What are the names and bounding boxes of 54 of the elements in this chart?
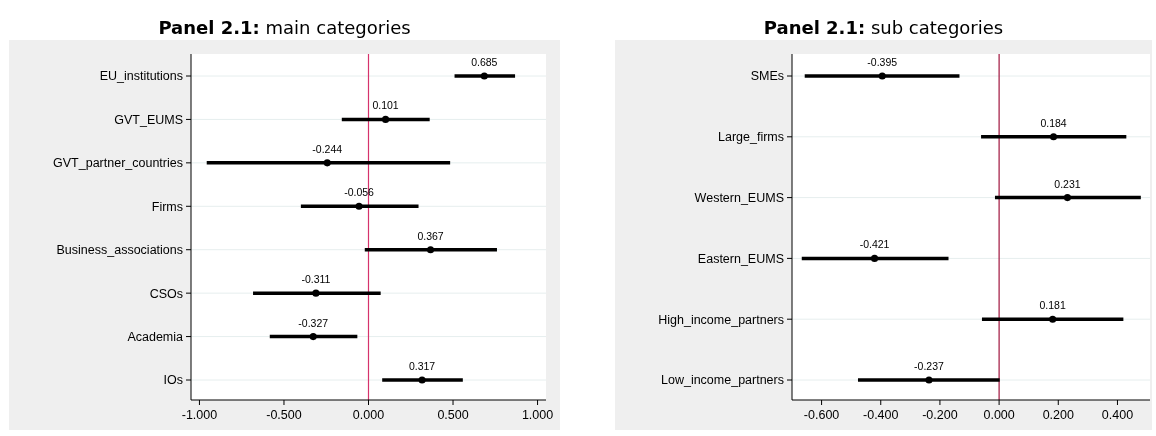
x-tick-label: -0.600	[803, 408, 840, 422]
data-label: -0.421	[859, 238, 890, 251]
data-label: -0.237	[914, 360, 945, 372]
y-tick-label: GVT_EUMS	[114, 112, 183, 127]
point	[355, 202, 363, 210]
point	[878, 72, 886, 80]
point	[418, 376, 426, 384]
y-tick-label: Firms	[151, 199, 183, 214]
y-tick-label: EU_institutions	[99, 69, 183, 84]
data-label: 0.184	[1040, 116, 1067, 129]
point	[382, 115, 390, 123]
data-label: 0.367	[417, 229, 444, 242]
y-tick-label: Business_associations	[56, 243, 183, 258]
y-tick-label: High_income_partners	[658, 312, 784, 327]
y-tick-label: Eastern_EUMS	[697, 251, 784, 266]
y-tick-label: CSOs	[149, 286, 183, 301]
point	[426, 246, 435, 254]
data-label: 0.317	[408, 360, 436, 372]
point	[309, 333, 317, 341]
point	[870, 254, 879, 262]
x-tick-label: 1.000	[521, 408, 554, 422]
x-tick-label: 0.400	[1101, 408, 1134, 422]
data-label: 0.231	[1054, 177, 1081, 190]
x-tick-label: 0.000	[352, 408, 385, 422]
x-tick-label: 0.200	[1042, 408, 1074, 422]
point	[312, 289, 320, 297]
x-tick-label: 0.000	[983, 408, 1015, 422]
point	[925, 376, 933, 384]
x-tick-label: -0.200	[922, 408, 958, 422]
y-tick-label: Large_firms	[718, 130, 784, 145]
data-label: 0.685	[471, 56, 498, 68]
x-tick-label: -1.000	[181, 408, 218, 422]
data-label: 0.101	[372, 99, 399, 112]
x-tick-label: -0.500	[266, 408, 302, 422]
y-tick-label: Western_EUMS	[694, 190, 784, 205]
point	[480, 72, 488, 80]
point	[1049, 133, 1058, 141]
chart-title: Panel 2.1: main categories	[158, 17, 411, 38]
chart-title: Panel 2.1: sub categories	[763, 17, 1004, 38]
y-tick-label: IOs	[163, 373, 183, 388]
point	[1049, 315, 1057, 323]
y-tick-label: GVT_partner_countries	[53, 156, 183, 171]
x-tick-label: -0.400	[863, 408, 899, 422]
data-label: -0.395	[867, 56, 898, 68]
y-tick-label: Academia	[127, 329, 184, 344]
data-label: -0.244	[312, 142, 343, 155]
data-label: -0.311	[301, 273, 331, 286]
y-tick-label: Low_income_partners	[661, 373, 784, 388]
x-tick-label: 0.500	[437, 408, 469, 422]
data-label: 0.181	[1039, 299, 1066, 312]
point	[1063, 194, 1072, 202]
data-label: -0.327	[298, 316, 329, 329]
y-tick-label: SMEs	[750, 69, 784, 84]
point	[323, 159, 331, 167]
